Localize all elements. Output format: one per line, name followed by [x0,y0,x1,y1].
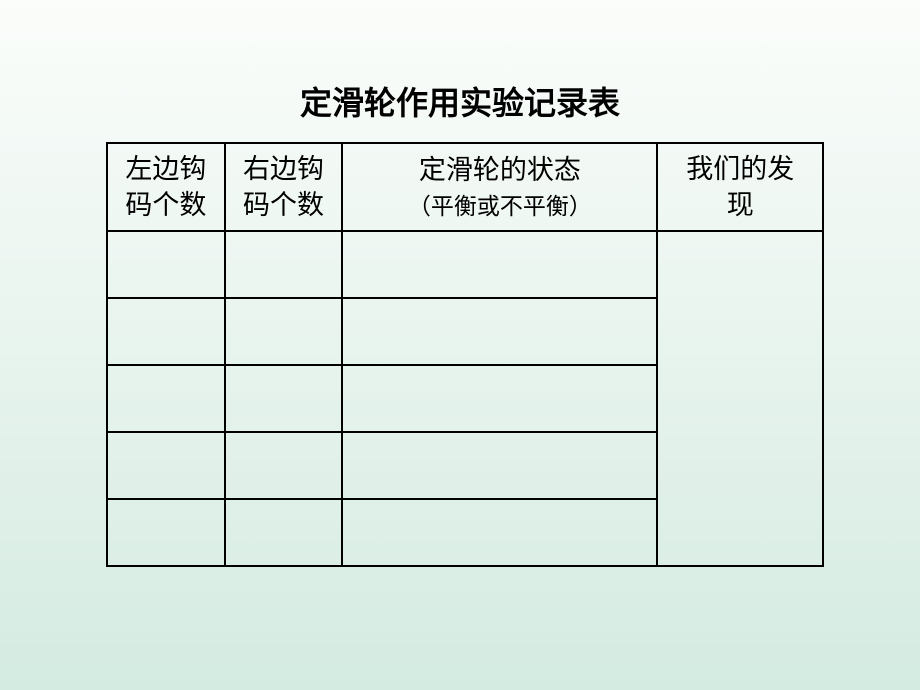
cell-r2-c3 [342,298,657,365]
table-header-row: 左边钩 码个数 右边钩 码个数 定滑轮的状态 （平衡或不平衡） 我们的发 现 [107,143,823,231]
experiment-table: 左边钩 码个数 右边钩 码个数 定滑轮的状态 （平衡或不平衡） 我们的发 现 [106,142,824,567]
cell-r3-c1 [107,365,225,432]
page-title: 定滑轮作用实验记录表 [0,0,920,142]
header-col1-line2: 码个数 [125,190,206,220]
header-right-weights: 右边钩 码个数 [225,143,343,231]
header-col4-line1: 我们的发 [686,154,794,184]
table-row [107,231,823,298]
cell-r5-c2 [225,499,343,566]
header-col1-line1: 左边钩 [125,154,206,184]
cell-r5-c1 [107,499,225,566]
header-col4-line2: 现 [727,190,754,220]
table-container: 左边钩 码个数 右边钩 码个数 定滑轮的状态 （平衡或不平衡） 我们的发 现 [106,142,840,567]
cell-r3-c3 [342,365,657,432]
header-left-weights: 左边钩 码个数 [107,143,225,231]
cell-r4-c2 [225,432,343,499]
cell-r4-c1 [107,432,225,499]
header-col2-line1: 右边钩 [243,154,324,184]
cell-discovery [657,231,823,566]
header-discovery: 我们的发 现 [657,143,823,231]
header-col3-line1: 定滑轮的状态 [419,155,581,185]
cell-r1-c2 [225,231,343,298]
cell-r1-c1 [107,231,225,298]
cell-r2-c1 [107,298,225,365]
cell-r1-c3 [342,231,657,298]
header-col2-line2: 码个数 [243,190,324,220]
cell-r2-c2 [225,298,343,365]
header-col3-sub: （平衡或不平衡） [347,191,652,222]
cell-r4-c3 [342,432,657,499]
cell-r5-c3 [342,499,657,566]
cell-r3-c2 [225,365,343,432]
header-pulley-state: 定滑轮的状态 （平衡或不平衡） [342,143,657,231]
